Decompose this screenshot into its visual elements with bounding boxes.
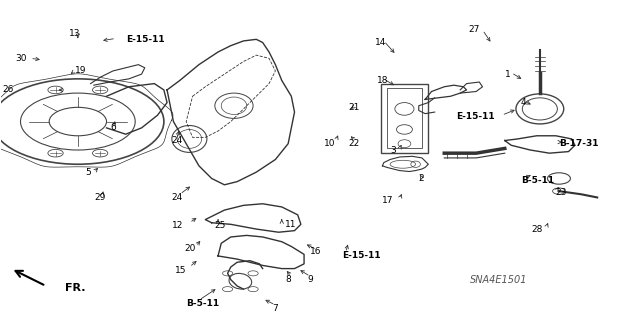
Text: 27: 27 bbox=[468, 25, 479, 34]
Text: 6: 6 bbox=[110, 123, 116, 132]
Text: 29: 29 bbox=[95, 193, 106, 202]
Text: 19: 19 bbox=[75, 66, 86, 76]
Text: 2: 2 bbox=[419, 174, 424, 183]
Text: FR.: FR. bbox=[65, 283, 86, 293]
Text: 26: 26 bbox=[3, 85, 14, 94]
Text: 25: 25 bbox=[215, 221, 226, 230]
Text: 20: 20 bbox=[184, 243, 196, 253]
Text: 30: 30 bbox=[15, 54, 27, 63]
Text: E-15-11: E-15-11 bbox=[125, 35, 164, 44]
Text: 16: 16 bbox=[310, 247, 322, 256]
Text: 17: 17 bbox=[382, 196, 394, 205]
Text: 3: 3 bbox=[390, 145, 396, 154]
Text: E-15-11: E-15-11 bbox=[342, 251, 381, 260]
Text: B-5-11: B-5-11 bbox=[186, 299, 220, 308]
Text: 22: 22 bbox=[349, 139, 360, 148]
Text: 15: 15 bbox=[175, 266, 186, 275]
Text: 8: 8 bbox=[285, 275, 291, 284]
Text: 14: 14 bbox=[375, 38, 386, 47]
Text: 11: 11 bbox=[285, 220, 296, 229]
Text: 24: 24 bbox=[171, 193, 182, 202]
Text: 13: 13 bbox=[69, 28, 81, 38]
Text: 7: 7 bbox=[273, 304, 278, 313]
Text: 28: 28 bbox=[532, 225, 543, 234]
Text: 24: 24 bbox=[171, 136, 182, 145]
Text: 12: 12 bbox=[172, 221, 183, 230]
Text: 5: 5 bbox=[85, 168, 91, 177]
Text: 9: 9 bbox=[307, 275, 313, 284]
Text: 4: 4 bbox=[521, 98, 526, 107]
Text: E-15-11: E-15-11 bbox=[456, 112, 495, 121]
Text: 10: 10 bbox=[324, 139, 336, 148]
Text: SNA4E1501: SNA4E1501 bbox=[470, 275, 527, 285]
Text: 23: 23 bbox=[556, 188, 567, 197]
Text: 21: 21 bbox=[349, 103, 360, 112]
Text: 1: 1 bbox=[505, 70, 511, 78]
Text: B-17-31: B-17-31 bbox=[559, 139, 598, 148]
Text: 18: 18 bbox=[378, 76, 389, 85]
Text: B-5-11: B-5-11 bbox=[521, 175, 554, 185]
